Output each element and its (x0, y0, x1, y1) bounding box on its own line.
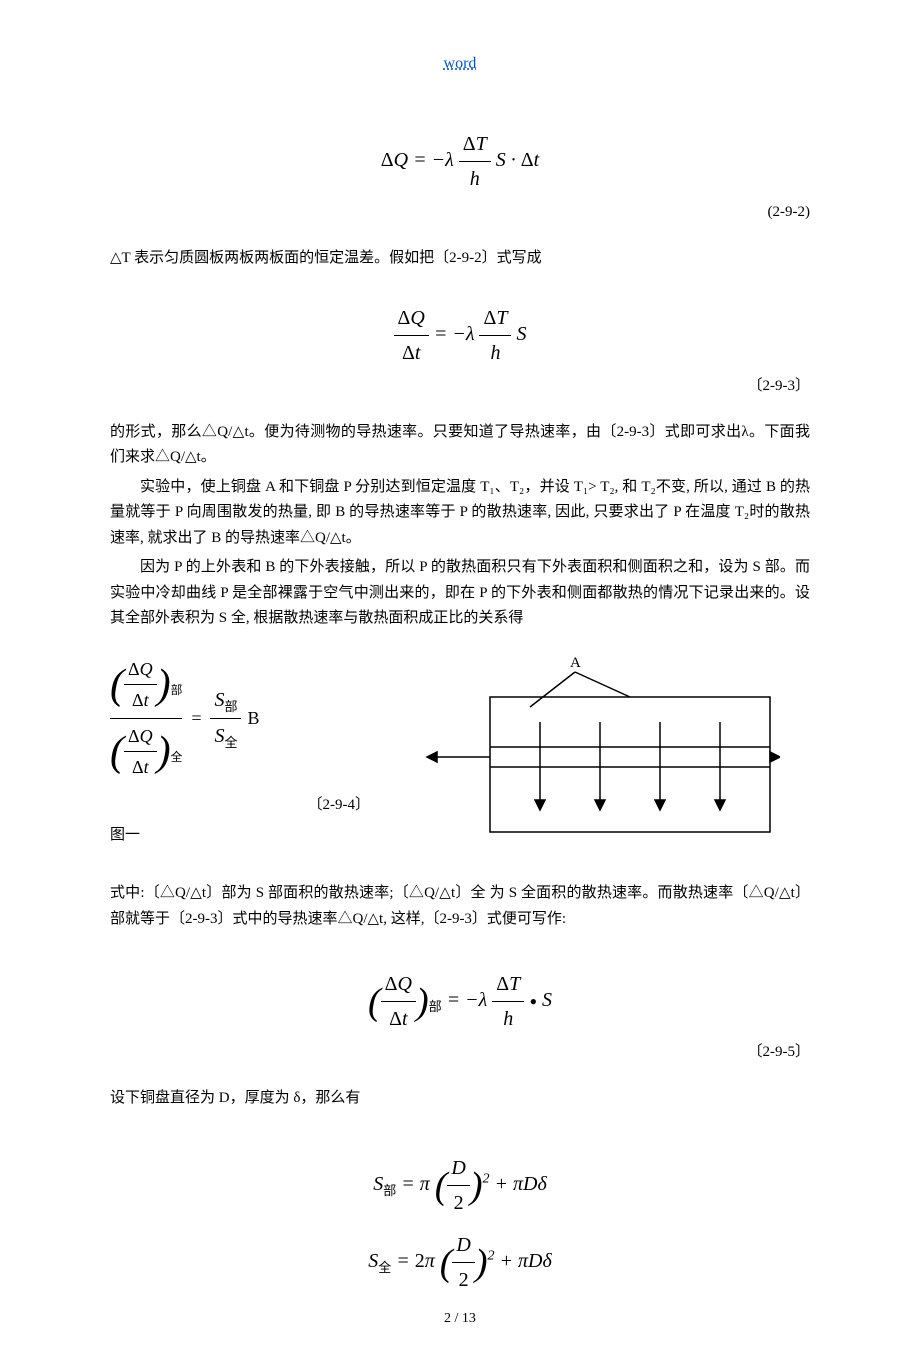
figure-caption: 图一 (110, 823, 370, 849)
paragraph-3: 实验中，使上铜盘 A 和下铜盘 P 分别达到恒定温度 T₁、T₂，并设 T₁> … (110, 475, 810, 552)
page-number: 2 / 13 (110, 1307, 810, 1331)
equation-2-9-2: ΔQ = −λ ΔTh S · Δt (110, 127, 810, 196)
equation-2-9-2-label: (2-9-2) (110, 200, 810, 226)
page: word ΔQ = −λ ΔTh S · Δt (2-9-2) △T 表示匀质圆… (0, 0, 920, 1371)
equation-2-9-3-label: 〔2-9-3〕 (110, 374, 810, 400)
equation-figure-row: (ΔQΔt)部 (ΔQΔt)全 = S部 S全 B 〔2-9-4〕 图一 A (110, 652, 810, 852)
equation-s-quan: S全 = 2π (D2)2 + πDδ (110, 1228, 810, 1297)
equation-s-bu: S部 = π (D2)2 + πDδ (110, 1151, 810, 1220)
diagram-label-a: A (570, 655, 581, 671)
paragraph-1: △T 表示匀质圆板两板两板面的恒定温差。假如把〔2-9-2〕式写成 (110, 246, 810, 272)
equation-2-9-5-label: 〔2-9-5〕 (110, 1040, 810, 1066)
letter-b: B (247, 703, 259, 734)
equation-2-9-4-label: 〔2-9-4〕 (110, 793, 370, 819)
paragraph-4: 因为 P 的上外表和 B 的下外表接触，所以 P 的散热面积只有下外表面积和侧面… (110, 555, 810, 632)
paragraph-5: 式中:〔△Q/△t〕部为 S 部面积的散热速率;〔△Q/△t〕全 为 S 全面积… (110, 881, 810, 932)
heat-flow-diagram: A (400, 652, 810, 852)
paragraph-2: 的形式，那么△Q/△t。便为待测物的导热速率。只要知道了导热速率，由〔2-9-3… (110, 420, 810, 471)
paragraph-6: 设下铜盘直径为 D，厚度为 δ，那么有 (110, 1086, 810, 1112)
equation-2-9-5: (ΔQΔt)部 = −λ ΔTh • S (110, 967, 810, 1036)
equation-2-9-3: ΔQΔt = −λ ΔTh S (110, 301, 810, 370)
header-word-link[interactable]: word (110, 50, 810, 77)
equation-2-9-4: (ΔQΔt)部 (ΔQΔt)全 = S部 S全 B 〔2-9-4〕 图一 (110, 652, 370, 848)
